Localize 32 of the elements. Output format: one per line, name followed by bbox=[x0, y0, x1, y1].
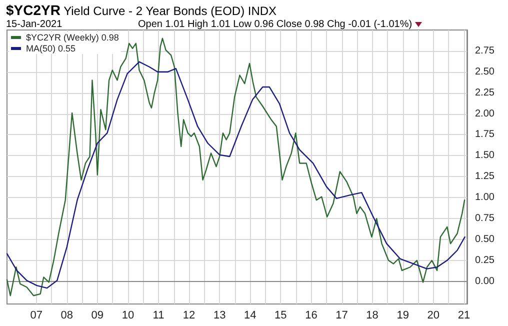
x-tick-label: 13 bbox=[213, 310, 226, 322]
y-tick-label: 1.75 bbox=[475, 129, 495, 140]
x-tick-label: 16 bbox=[305, 310, 318, 322]
x-tick-label: 20 bbox=[427, 310, 440, 322]
x-tick-label: 18 bbox=[366, 310, 378, 322]
y-tick-label: 2.25 bbox=[475, 87, 495, 98]
y-tick-label: 2.75 bbox=[475, 45, 495, 56]
x-tick-label: 12 bbox=[182, 310, 196, 322]
y-tick-label: 2.00 bbox=[475, 108, 495, 120]
x-tick-label: 10 bbox=[122, 310, 134, 322]
legend-label: $YC2YR (Weekly) 0.98 bbox=[26, 32, 119, 42]
y-tick-label: 0.50 bbox=[475, 234, 495, 245]
y-tick-label: 1.50 bbox=[475, 150, 495, 162]
x-tick-label: 15 bbox=[274, 310, 287, 322]
x-tick-label: 07 bbox=[30, 310, 42, 322]
y-tick-label: 1.25 bbox=[475, 171, 495, 182]
x-tick-label: 08 bbox=[60, 310, 73, 322]
x-tick-label: 11 bbox=[152, 310, 164, 322]
chart-title: $YC2YR Yield Curve - 2 Year Bonds (EOD) INDX bbox=[6, 2, 277, 18]
x-tick-label: 09 bbox=[91, 310, 104, 322]
y-tick-label: 1.00 bbox=[475, 192, 495, 204]
chart-subtitle: 15-Jan-2021 bbox=[6, 19, 62, 30]
x-tick-label: 17 bbox=[336, 310, 348, 322]
x-tick-label: 21 bbox=[458, 310, 470, 322]
legend-label: MA(50) 0.55 bbox=[26, 44, 76, 54]
text: Open 1.01 High 1.01 Low 0.96 Close 0.98 Chg -0.01 (-1.01%) bbox=[138, 19, 412, 30]
y-tick-label: 0.25 bbox=[475, 254, 495, 266]
y-tick-label: 0.00 bbox=[475, 276, 495, 287]
y-tick-label: 2.50 bbox=[475, 66, 495, 78]
y-tick-label: 0.75 bbox=[475, 213, 495, 224]
x-tick-label: 19 bbox=[396, 310, 409, 322]
x-tick-label: 14 bbox=[244, 310, 256, 322]
